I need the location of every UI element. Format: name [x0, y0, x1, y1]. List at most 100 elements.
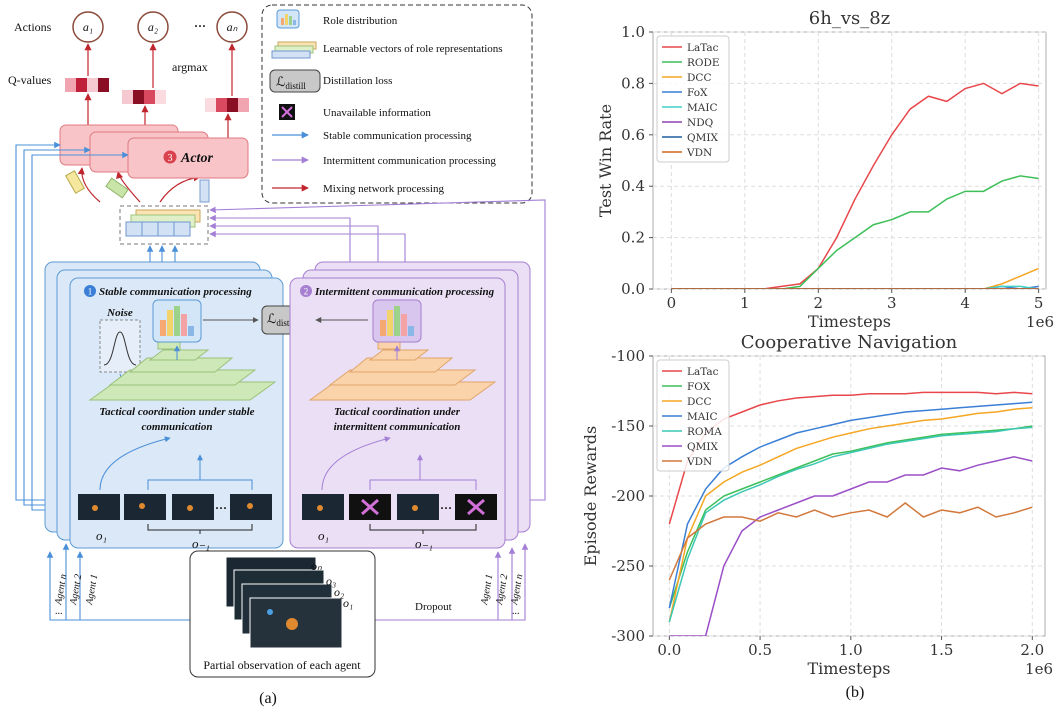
legend-item: Unavailable information [323, 107, 431, 119]
action: aₙ [227, 20, 238, 34]
legend-label: FOX [687, 381, 711, 393]
x-tick-label: 2.0 [1020, 641, 1044, 659]
decor-rect [160, 320, 166, 336]
argmax-label: argmax [172, 60, 208, 74]
decor-rect [181, 314, 187, 336]
dropout-label: Dropout [415, 601, 452, 613]
decor-rect [397, 494, 439, 520]
obs-label: o₋₁ [192, 536, 210, 551]
decor-rect [76, 78, 87, 92]
x-tick-label: 4 [960, 294, 970, 312]
panel-caption: communication [142, 421, 213, 433]
role-vector [200, 180, 209, 202]
legend-label: VDN [686, 456, 712, 468]
observation-caption: Partial observation of each agent [203, 658, 361, 672]
action: a₁ [83, 20, 93, 34]
y-axis-label: Episode Rewards [581, 426, 600, 567]
panel-caption: Tactical coordination under stable [99, 406, 254, 418]
decor-path [210, 218, 350, 262]
y-tick-label: 0.4 [621, 177, 645, 195]
decor-rect [293, 20, 296, 25]
legend-item: Intermittent communication processing [323, 155, 496, 167]
agent-label: Agent n [53, 573, 69, 606]
legend-label: QMIX [687, 441, 719, 453]
agent-label: Agent 2 [68, 573, 84, 606]
page: Actions a₁ a₂ aₙ ··· Q-values argmax [0, 0, 1062, 712]
legend-label: MAIC [687, 102, 718, 114]
ellipsis: ... [512, 606, 520, 617]
panel-caption: Tactical coordination under [334, 406, 461, 418]
legend-item: Role distribution [323, 15, 398, 27]
y-tick-label: -250 [611, 557, 645, 575]
y-tick-label: 0.8 [621, 74, 645, 92]
x-tick-label: 0.5 [748, 641, 772, 659]
decor-rect [172, 494, 214, 520]
subfigure-caption: (a) [259, 690, 277, 707]
legend-arrows [272, 135, 308, 188]
actor-label: Actor [180, 151, 213, 166]
decor-rect [144, 90, 155, 104]
decor-rect [408, 326, 414, 336]
decor-rect [174, 306, 180, 336]
decor-circle [247, 503, 253, 509]
y-axis-label: Test Win Rate [596, 104, 615, 217]
decor-rect [78, 494, 120, 520]
y-tick-label: 0.2 [621, 229, 645, 247]
panel-caption: intermittent communication [334, 421, 461, 433]
x-tick-label: 3 [887, 294, 897, 312]
decor-rect [167, 310, 173, 336]
obs-label: o₁ [343, 596, 353, 610]
figure: Actions a₁ a₂ aₙ ··· Q-values argmax [0, 0, 1062, 712]
ellipsis: ··· [215, 501, 227, 515]
obs-label: o₋₁ [415, 536, 433, 551]
x-tick-label: 1.0 [839, 641, 863, 659]
y-tick-label: -200 [611, 487, 645, 505]
legend-item: Learnable vectors of role representation… [323, 43, 503, 55]
decor-rect [380, 320, 386, 336]
loss-subscript: distill [285, 81, 306, 91]
x-axis-label: Timesteps [808, 312, 891, 331]
obs-label: oₙ [311, 559, 322, 573]
y-tick-label: -300 [611, 627, 645, 645]
legend-label: LaTac [687, 42, 719, 54]
actions-label: Actions [14, 20, 52, 34]
subfigure-caption: (b) [846, 684, 865, 701]
role-vector [106, 178, 128, 198]
legend-label: NDQ [687, 117, 714, 129]
x-offset-label: 1e6 [1026, 313, 1054, 331]
decor-rect [394, 306, 400, 336]
panel-title: Intermittent communication processing [314, 286, 495, 298]
agent-label: Agent 2 [494, 573, 510, 606]
chart-title: Cooperative Navigation [741, 332, 958, 353]
x-tick-label: 2 [814, 294, 824, 312]
decor-rect [387, 310, 393, 336]
legend-label: ROMA [687, 426, 722, 438]
noise-label: Noise [106, 307, 133, 319]
y-tick-label: 1.0 [621, 23, 645, 41]
chart: -300-250-200-150-1000.00.51.01.52.0Coope… [581, 332, 1053, 678]
decor-rect [272, 51, 310, 58]
agent-label: Agent 1 [479, 573, 495, 606]
decor-rect [188, 326, 194, 336]
decor-circle [139, 503, 145, 509]
legend-label: DCC [687, 72, 712, 84]
decor-rect [216, 98, 227, 112]
thumbnails [302, 494, 497, 520]
y-tick-label: -100 [611, 347, 645, 365]
decor-rect [401, 314, 407, 336]
decor-circle [412, 505, 418, 511]
legend-icons [270, 10, 320, 120]
decor-rect [65, 78, 76, 92]
legend-label: DCC [687, 396, 712, 408]
decor-rect [122, 90, 133, 104]
decor-rect [124, 494, 166, 520]
agent-label: Agent n [509, 573, 525, 606]
decor-circle [317, 505, 323, 511]
decor-rect [281, 18, 284, 25]
decor-circle [267, 609, 273, 615]
x-tick-label: 1.5 [930, 641, 954, 659]
x-offset-label: 1e6 [1025, 660, 1053, 678]
legend-label: VDN [686, 147, 712, 159]
